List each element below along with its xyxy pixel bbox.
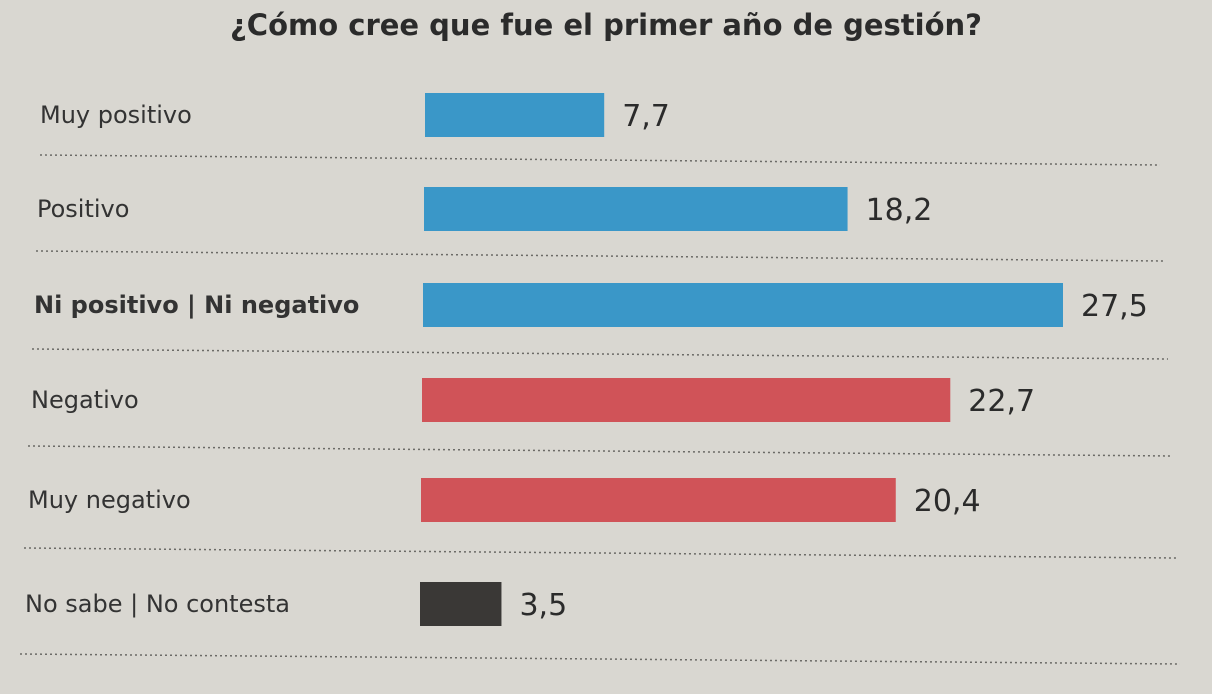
bar: [422, 378, 951, 422]
category-label: Positivo: [37, 195, 129, 223]
value-label: 18,2: [866, 193, 933, 228]
bar: [424, 187, 848, 231]
separator-line: [39, 154, 1161, 166]
value-label: 20,4: [914, 484, 981, 519]
category-label: Muy negativo: [28, 486, 191, 514]
separator-line: [23, 547, 1177, 559]
category-label: No sabe | No contesta: [25, 590, 290, 618]
bar: [420, 582, 502, 626]
separator-line: [35, 250, 1165, 262]
bar: [423, 283, 1063, 327]
separator-line: [19, 653, 1181, 665]
category-label: Muy positivo: [40, 101, 192, 129]
bar: [421, 478, 896, 522]
bar: [425, 93, 605, 137]
chart-title: ¿Cómo cree que fue el primer año de gest…: [229, 8, 983, 42]
category-label: Negativo: [31, 386, 139, 414]
value-label: 22,7: [968, 384, 1035, 419]
separator-line: [27, 445, 1173, 457]
value-label: 3,5: [519, 588, 567, 623]
category-label: Ni positivo | Ni negativo: [34, 291, 359, 319]
separator-line: [31, 348, 1169, 360]
value-label: 7,7: [622, 99, 670, 134]
value-label: 27,5: [1081, 289, 1148, 324]
